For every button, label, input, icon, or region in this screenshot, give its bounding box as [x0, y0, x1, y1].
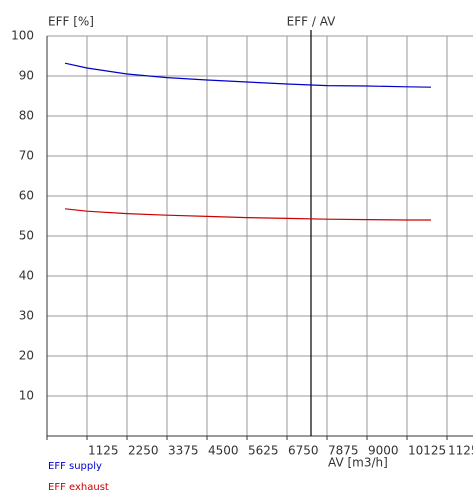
marker-label: EFF / AV [287, 15, 337, 29]
y-tick-label: 30 [19, 309, 34, 323]
y-tick-label: 100 [11, 29, 34, 43]
y-tick-label: 50 [19, 229, 34, 243]
x-tick-label: 7875 [328, 444, 359, 458]
legend-entry: EFF supply [48, 461, 102, 472]
series-line [64, 208, 431, 221]
x-axis-label: AV [m3/h] [328, 456, 388, 470]
x-tick-label: 5625 [248, 444, 279, 458]
y-tick-label: 20 [19, 349, 34, 363]
x-tick-label: 11250 [448, 444, 473, 458]
x-tick-label: 9000 [368, 444, 399, 458]
y-tick-label: 70 [19, 149, 34, 163]
y-tick-label: 60 [19, 189, 34, 203]
x-tick-label: 3375 [168, 444, 199, 458]
y-tick-label: 10 [19, 389, 34, 403]
x-tick-label: 6750 [288, 444, 319, 458]
x-tick-label: 4500 [208, 444, 239, 458]
x-tick-label: 1125 [88, 444, 119, 458]
y-tick-label: 90 [19, 69, 34, 83]
y-axis-label: EFF [%] [48, 15, 94, 29]
legend-entry: EFF exhaust [48, 482, 109, 493]
x-tick-label: 2250 [128, 444, 159, 458]
y-tick-label: 40 [19, 269, 34, 283]
x-tick-label: 10125 [408, 444, 446, 458]
series-line [64, 62, 432, 88]
y-tick-label: 80 [19, 109, 34, 123]
